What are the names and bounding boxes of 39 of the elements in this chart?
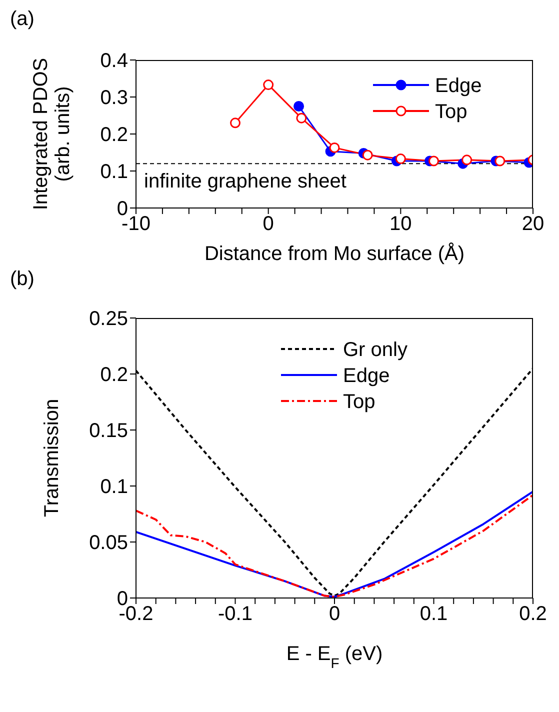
x-tick-label: 0.2 [519, 603, 547, 626]
point [462, 154, 472, 166]
chart-title: (a) [10, 8, 34, 31]
point [494, 156, 506, 166]
x-tick-label: 0 [262, 213, 274, 236]
legend-label: Edge [435, 75, 482, 97]
x-axis-title: Distance from Mo surface (Å) [204, 242, 465, 265]
y-axis-title: Integrated PDOS (arb. units) [30, 58, 74, 210]
x-tick-label: 0.1 [420, 603, 448, 626]
point [362, 150, 373, 160]
point [263, 80, 274, 90]
x-tick-label: -0.1 [218, 603, 252, 626]
y-tick-label: 0.1 [100, 476, 128, 498]
x-axis-title: E - E$_{F}$ (eV) [286, 643, 383, 671]
x-tick-label: 10 [390, 213, 412, 236]
y-tick-label: 0 [116, 198, 128, 220]
x-tick-label: 20 [522, 213, 544, 236]
ref-line-label: infinite graphene sheet [144, 170, 347, 193]
y-tick-label: 0.1 [100, 161, 128, 184]
y-tick-label: 0.15 [89, 420, 128, 442]
y-tick-label: 0.2 [100, 364, 128, 386]
y-tick-label: 0.05 [89, 532, 128, 554]
point [395, 154, 406, 164]
point [428, 156, 439, 166]
point [294, 101, 304, 112]
y-axis-title: Transmission [41, 398, 63, 518]
legend-label: Edge [343, 365, 390, 387]
point [230, 118, 240, 128]
y-tick-label: 0.3 [100, 87, 128, 110]
legend-label: Top [435, 101, 468, 123]
y-tick-label: 0.25 [89, 308, 128, 330]
legend-label: Top [343, 391, 376, 413]
point [329, 142, 340, 153]
chart-title: (b) [10, 268, 34, 291]
point [296, 112, 307, 124]
y-tick-label: 0.2 [100, 124, 128, 146]
x-tick-label: 0 [328, 603, 340, 626]
y-tick-label: 0.4 [100, 50, 128, 72]
legend-label: Gr only [343, 339, 408, 361]
